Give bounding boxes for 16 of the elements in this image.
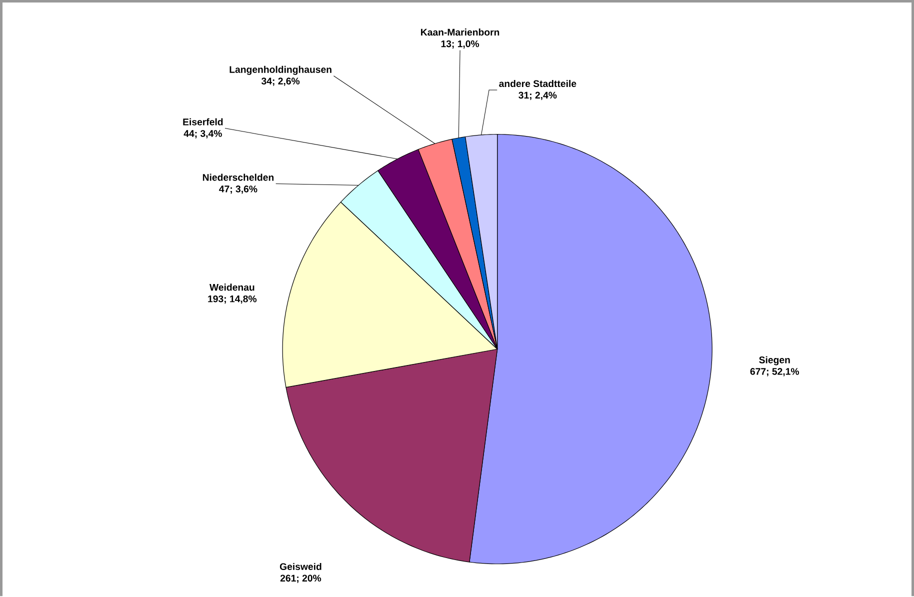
slice-label: andere Stadtteile [499,80,576,87]
data-label: 13; 1,0% [441,40,480,48]
slice-label: Kaan-Marienborn [421,28,500,36]
data-label: 34; 2,6% [261,77,300,86]
slice-label: Geisweid [280,562,322,570]
slice-label: Langenholdinghausen [230,66,332,75]
data-label: 193; 14,8% [208,295,257,304]
slice-label: Eiserfeld [183,118,223,126]
data-label: 44; 3,4% [184,130,222,138]
data-label: 47; 3,6% [219,185,258,194]
data-label: 261; 20% [280,574,322,583]
data-label: 677; 52,1% [750,368,800,376]
data-label: 31; 2,4% [518,92,557,100]
slice-label: Niederschelden [202,174,274,181]
slice-label: Siegen [759,356,790,366]
slice-label: Weidenau [209,283,254,291]
